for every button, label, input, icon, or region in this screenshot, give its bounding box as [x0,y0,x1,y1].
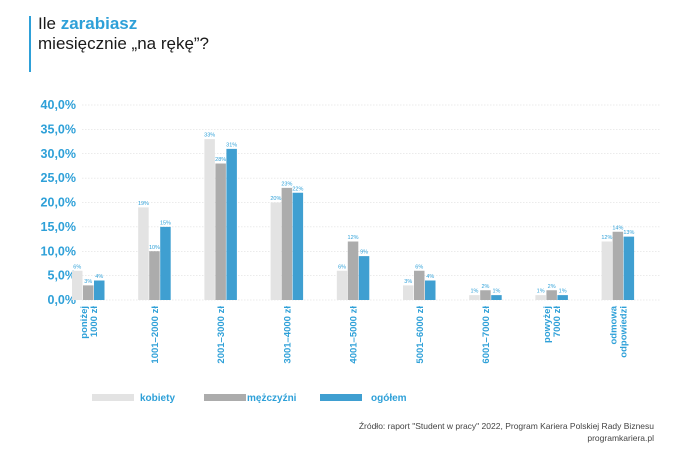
data-label: 33% [204,133,215,139]
legend-label: kobiety [140,393,175,404]
data-label: 23% [281,181,292,187]
bar [204,139,215,300]
bar [336,270,348,300]
bar [546,290,557,300]
y-tick-label: 25,0% [41,171,76,185]
data-label: 20% [270,196,281,202]
bar [491,295,502,300]
bar [226,148,237,300]
data-label: 3% [84,279,92,285]
bar [480,290,491,300]
legend-swatch [204,394,246,401]
bar [83,285,94,300]
x-tick-label: 4001–5000 zł [349,306,360,364]
bar [149,251,160,300]
data-label: 3% [404,279,412,285]
bar [270,202,282,300]
data-label: 9% [360,250,368,256]
data-label: 1% [470,289,478,295]
data-label: 19% [138,201,149,207]
source-note: Źródło: raport "Student w pracy" 2022, P… [359,420,654,444]
data-label: 1% [537,289,545,295]
y-tick-label: 30,0% [41,147,76,161]
x-tick-label: powyżej [542,306,553,343]
title-accent-bar [29,16,31,72]
data-label: 1% [492,289,500,295]
bar [425,280,436,300]
data-label: 2% [548,284,556,290]
bar [403,285,414,300]
y-tick-label: 20,0% [41,196,76,210]
x-tick-label: odmowa [608,305,619,344]
data-label: 12% [601,235,612,241]
data-label: 10% [149,245,160,251]
title-prefix: Ile [38,14,61,33]
legend-swatch [92,394,134,401]
bar [160,226,171,300]
title-line-1: Ile zarabiasz [38,14,209,34]
title-highlight: zarabiasz [60,14,138,33]
data-label: 4% [426,274,434,280]
x-tick-label: 2001–3000 zł [216,306,227,364]
bar [601,241,613,300]
y-tick-label: 35,0% [41,122,76,136]
data-label: 6% [338,264,346,270]
bar [623,236,635,300]
bar [612,231,624,300]
x-tick-label: 1001–2000 zł [150,306,161,364]
data-label: 12% [348,235,359,241]
bar [347,241,359,300]
x-tick-label: 7000 zł [552,306,563,338]
bar [535,295,546,300]
bar [281,187,293,300]
bar [557,295,568,300]
x-tick-label: odpowiedzi [618,306,629,358]
bar [469,295,480,300]
bar [215,163,226,300]
y-tick-label: 5,0% [48,269,77,283]
data-label: 15% [160,220,171,226]
x-tick-label: 3001–4000 zł [282,306,293,364]
data-label: 4% [95,274,103,280]
chart-title: Ile zarabiasz miesięcznie „na rękę”? [38,14,209,54]
legend-label: mężczyźni [247,393,297,404]
y-tick-label: 0,0% [48,293,77,307]
data-label: 2% [481,284,489,290]
source-line-1: Źródło: raport "Student w pracy" 2022, P… [358,421,654,431]
y-tick-label: 10,0% [41,244,76,258]
title-line-2: miesięcznie „na rękę”? [38,34,210,53]
y-tick-label: 15,0% [41,220,76,234]
bar [94,280,105,300]
bar [292,192,304,300]
data-label: 14% [612,225,623,231]
data-label: 6% [73,264,81,270]
legend-swatch [320,394,362,401]
bar [414,270,425,300]
bar [72,270,83,300]
legend-label: ogółem [371,393,407,404]
x-tick-label: 1000 zł [89,306,100,338]
x-tick-label: 6001–7000 zł [481,306,492,364]
x-tick-label: poniżej [79,306,90,339]
data-label: 28% [215,157,226,163]
data-label: 31% [226,142,237,148]
x-tick-label: 5001–6000 zł [415,306,426,364]
data-label: 13% [623,230,634,236]
bar [358,256,370,300]
y-tick-label: 40,0% [41,98,76,112]
bar [138,207,149,300]
data-label: 22% [292,186,303,192]
data-label: 6% [415,264,423,270]
data-label: 1% [559,289,567,295]
source-url: programkariera.pl [587,433,654,443]
